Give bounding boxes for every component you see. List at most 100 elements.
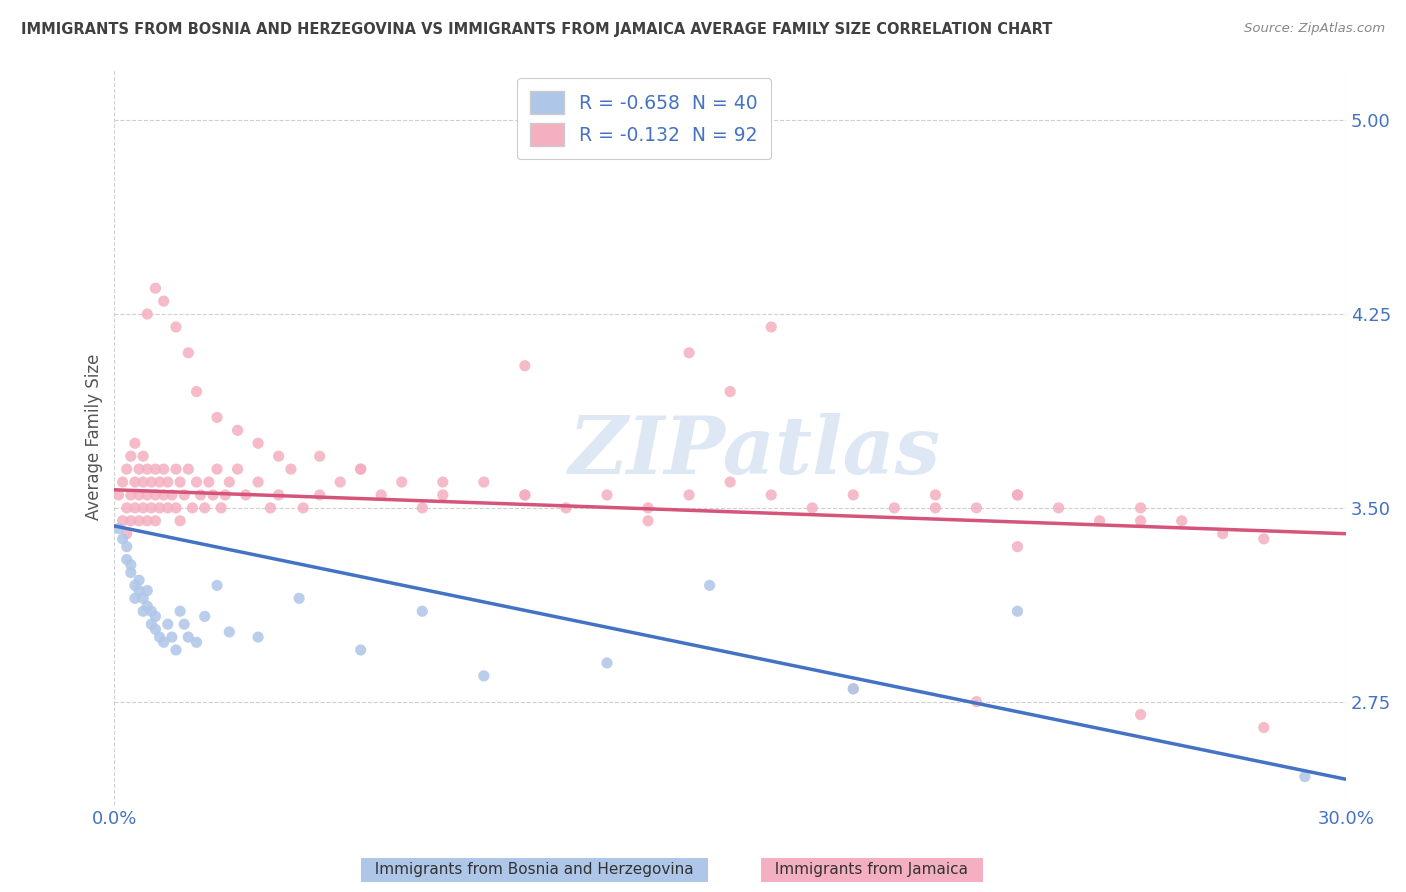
Point bbox=[267, 488, 290, 502]
Point bbox=[132, 604, 155, 618]
Point bbox=[190, 488, 212, 502]
Point bbox=[226, 462, 249, 476]
Point bbox=[1253, 721, 1275, 735]
Point bbox=[173, 488, 195, 502]
Point bbox=[145, 609, 167, 624]
Point bbox=[1129, 514, 1152, 528]
Text: Source: ZipAtlas.com: Source: ZipAtlas.com bbox=[1244, 22, 1385, 36]
Point bbox=[173, 617, 195, 632]
Point bbox=[761, 320, 783, 334]
Point bbox=[156, 617, 179, 632]
Point bbox=[111, 514, 134, 528]
Point bbox=[513, 488, 536, 502]
Point bbox=[141, 617, 163, 632]
Point bbox=[201, 488, 224, 502]
Point bbox=[128, 583, 150, 598]
Point bbox=[218, 475, 240, 489]
Point bbox=[1170, 514, 1192, 528]
Point bbox=[1007, 488, 1029, 502]
Point bbox=[1253, 532, 1275, 546]
Point bbox=[329, 475, 352, 489]
Point bbox=[924, 488, 946, 502]
Point bbox=[148, 630, 170, 644]
Point bbox=[120, 558, 142, 572]
Point bbox=[128, 462, 150, 476]
Point bbox=[1212, 526, 1234, 541]
Text: IMMIGRANTS FROM BOSNIA AND HERZEGOVINA VS IMMIGRANTS FROM JAMAICA AVERAGE FAMILY: IMMIGRANTS FROM BOSNIA AND HERZEGOVINA V… bbox=[21, 22, 1053, 37]
Point bbox=[124, 500, 146, 515]
Point bbox=[699, 578, 721, 592]
Point bbox=[718, 384, 741, 399]
Point bbox=[141, 475, 163, 489]
Point bbox=[1007, 488, 1029, 502]
Point bbox=[145, 281, 167, 295]
Point bbox=[124, 475, 146, 489]
Point bbox=[194, 609, 217, 624]
Point bbox=[1007, 604, 1029, 618]
Point bbox=[718, 475, 741, 489]
Point bbox=[637, 514, 659, 528]
Point bbox=[1007, 540, 1029, 554]
Point bbox=[1294, 770, 1316, 784]
Point bbox=[115, 462, 138, 476]
Point bbox=[370, 488, 392, 502]
Point bbox=[165, 500, 187, 515]
Point bbox=[432, 475, 454, 489]
Point bbox=[115, 526, 138, 541]
Point bbox=[141, 604, 163, 618]
Point bbox=[226, 423, 249, 437]
Point bbox=[115, 540, 138, 554]
Point bbox=[761, 488, 783, 502]
Point bbox=[1129, 500, 1152, 515]
Point bbox=[160, 488, 183, 502]
Point bbox=[194, 500, 217, 515]
Point bbox=[165, 462, 187, 476]
Text: Immigrants from Bosnia and Herzegovina: Immigrants from Bosnia and Herzegovina bbox=[366, 863, 703, 877]
Point bbox=[132, 475, 155, 489]
Point bbox=[136, 514, 159, 528]
Point bbox=[924, 500, 946, 515]
Point bbox=[801, 500, 824, 515]
Point bbox=[678, 346, 700, 360]
Point bbox=[165, 320, 187, 334]
Point bbox=[513, 359, 536, 373]
Point bbox=[124, 436, 146, 450]
Point bbox=[218, 624, 240, 639]
Point bbox=[136, 599, 159, 613]
Point bbox=[148, 475, 170, 489]
Point bbox=[136, 488, 159, 502]
Point bbox=[247, 475, 270, 489]
Point bbox=[152, 635, 174, 649]
Point bbox=[259, 500, 281, 515]
Point bbox=[472, 475, 495, 489]
Point bbox=[128, 514, 150, 528]
Point bbox=[152, 488, 174, 502]
Point bbox=[124, 591, 146, 606]
Point bbox=[145, 514, 167, 528]
Point bbox=[120, 566, 142, 580]
Point bbox=[115, 500, 138, 515]
Point bbox=[842, 488, 865, 502]
Point bbox=[111, 475, 134, 489]
Point bbox=[120, 488, 142, 502]
Point bbox=[141, 500, 163, 515]
Point bbox=[107, 488, 129, 502]
Point bbox=[169, 514, 191, 528]
Point bbox=[214, 488, 236, 502]
Point bbox=[209, 500, 232, 515]
Point bbox=[128, 488, 150, 502]
Point bbox=[132, 449, 155, 463]
Point bbox=[156, 500, 179, 515]
Point bbox=[177, 462, 200, 476]
Point bbox=[513, 488, 536, 502]
Point bbox=[411, 500, 433, 515]
Point bbox=[152, 294, 174, 309]
Point bbox=[111, 532, 134, 546]
Point bbox=[132, 500, 155, 515]
Point bbox=[292, 500, 315, 515]
Point bbox=[181, 500, 204, 515]
Point bbox=[267, 449, 290, 463]
Point bbox=[120, 514, 142, 528]
Legend: R = -0.658  N = 40, R = -0.132  N = 92: R = -0.658 N = 40, R = -0.132 N = 92 bbox=[517, 78, 770, 160]
Point bbox=[965, 500, 987, 515]
